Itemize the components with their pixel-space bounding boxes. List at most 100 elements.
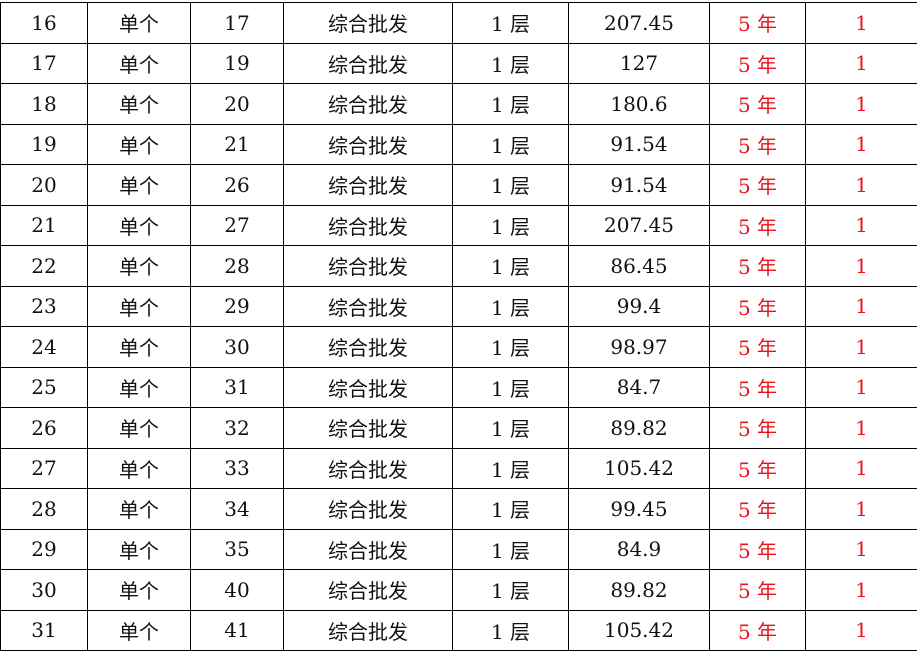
unit-number-cell: 21 [190, 123, 284, 165]
row-number-cell: 31 [0, 609, 88, 651]
quantity-cell: 1 [805, 204, 917, 246]
area-cell: 99.45 [568, 488, 710, 530]
lease-term-cell: 5 年 [709, 447, 806, 489]
floor-cell: 1 层 [452, 285, 569, 327]
unit-type-cell: 单个 [87, 2, 191, 44]
usage-cell: 综合批发 [283, 366, 453, 408]
lease-term-cell: 5 年 [709, 2, 806, 44]
area-cell: 105.42 [568, 609, 710, 651]
quantity-cell: 1 [805, 326, 917, 368]
unit-number-cell: 19 [190, 42, 284, 84]
row-number-cell: 27 [0, 447, 88, 489]
unit-number-cell: 27 [190, 204, 284, 246]
quantity-cell: 1 [805, 569, 917, 611]
quantity-cell: 1 [805, 164, 917, 206]
floor-cell: 1 层 [452, 447, 569, 489]
area-cell: 84.7 [568, 366, 710, 408]
area-cell: 127 [568, 42, 710, 84]
row-number-cell: 21 [0, 204, 88, 246]
row-number-cell: 23 [0, 285, 88, 327]
unit-number-cell: 35 [190, 528, 284, 570]
lease-term-cell: 5 年 [709, 609, 806, 651]
lease-term-cell: 5 年 [709, 366, 806, 408]
quantity-cell: 1 [805, 2, 917, 44]
unit-number-cell: 28 [190, 245, 284, 287]
area-cell: 180.6 [568, 83, 710, 125]
area-cell: 105.42 [568, 447, 710, 489]
usage-cell: 综合批发 [283, 204, 453, 246]
unit-number-cell: 30 [190, 326, 284, 368]
usage-cell: 综合批发 [283, 285, 453, 327]
row-number-cell: 26 [0, 407, 88, 449]
area-cell: 86.45 [568, 245, 710, 287]
area-cell: 84.9 [568, 528, 710, 570]
row-number-cell: 16 [0, 2, 88, 44]
lease-term-cell: 5 年 [709, 204, 806, 246]
floor-cell: 1 层 [452, 488, 569, 530]
floor-cell: 1 层 [452, 609, 569, 651]
area-cell: 89.82 [568, 407, 710, 449]
lease-term-cell: 5 年 [709, 326, 806, 368]
unit-type-cell: 单个 [87, 123, 191, 165]
unit-type-cell: 单个 [87, 83, 191, 125]
floor-cell: 1 层 [452, 366, 569, 408]
row-number-cell: 22 [0, 245, 88, 287]
unit-number-cell: 41 [190, 609, 284, 651]
area-cell: 207.45 [568, 2, 710, 44]
unit-type-cell: 单个 [87, 204, 191, 246]
quantity-cell: 1 [805, 245, 917, 287]
unit-type-cell: 单个 [87, 245, 191, 287]
lease-term-cell: 5 年 [709, 407, 806, 449]
quantity-cell: 1 [805, 528, 917, 570]
unit-type-cell: 单个 [87, 42, 191, 84]
row-number-cell: 28 [0, 488, 88, 530]
usage-cell: 综合批发 [283, 407, 453, 449]
usage-cell: 综合批发 [283, 488, 453, 530]
usage-cell: 综合批发 [283, 2, 453, 44]
row-number-cell: 30 [0, 569, 88, 611]
row-number-cell: 29 [0, 528, 88, 570]
unit-number-cell: 32 [190, 407, 284, 449]
unit-number-cell: 31 [190, 366, 284, 408]
unit-type-cell: 单个 [87, 447, 191, 489]
usage-cell: 综合批发 [283, 569, 453, 611]
lease-term-cell: 5 年 [709, 528, 806, 570]
area-cell: 91.54 [568, 123, 710, 165]
area-cell: 91.54 [568, 164, 710, 206]
unit-type-cell: 单个 [87, 528, 191, 570]
usage-cell: 综合批发 [283, 164, 453, 206]
usage-cell: 综合批发 [283, 609, 453, 651]
usage-cell: 综合批发 [283, 326, 453, 368]
row-number-cell: 17 [0, 42, 88, 84]
floor-cell: 1 层 [452, 407, 569, 449]
lease-term-cell: 5 年 [709, 123, 806, 165]
usage-cell: 综合批发 [283, 42, 453, 84]
usage-cell: 综合批发 [283, 123, 453, 165]
usage-cell: 综合批发 [283, 83, 453, 125]
floor-cell: 1 层 [452, 326, 569, 368]
usage-cell: 综合批发 [283, 528, 453, 570]
floor-cell: 1 层 [452, 123, 569, 165]
quantity-cell: 1 [805, 407, 917, 449]
floor-cell: 1 层 [452, 42, 569, 84]
floor-cell: 1 层 [452, 528, 569, 570]
unit-type-cell: 单个 [87, 326, 191, 368]
row-number-cell: 20 [0, 164, 88, 206]
floor-cell: 1 层 [452, 204, 569, 246]
unit-type-cell: 单个 [87, 569, 191, 611]
row-number-cell: 18 [0, 83, 88, 125]
quantity-cell: 1 [805, 366, 917, 408]
quantity-cell: 1 [805, 609, 917, 651]
unit-type-cell: 单个 [87, 366, 191, 408]
usage-cell: 综合批发 [283, 447, 453, 489]
